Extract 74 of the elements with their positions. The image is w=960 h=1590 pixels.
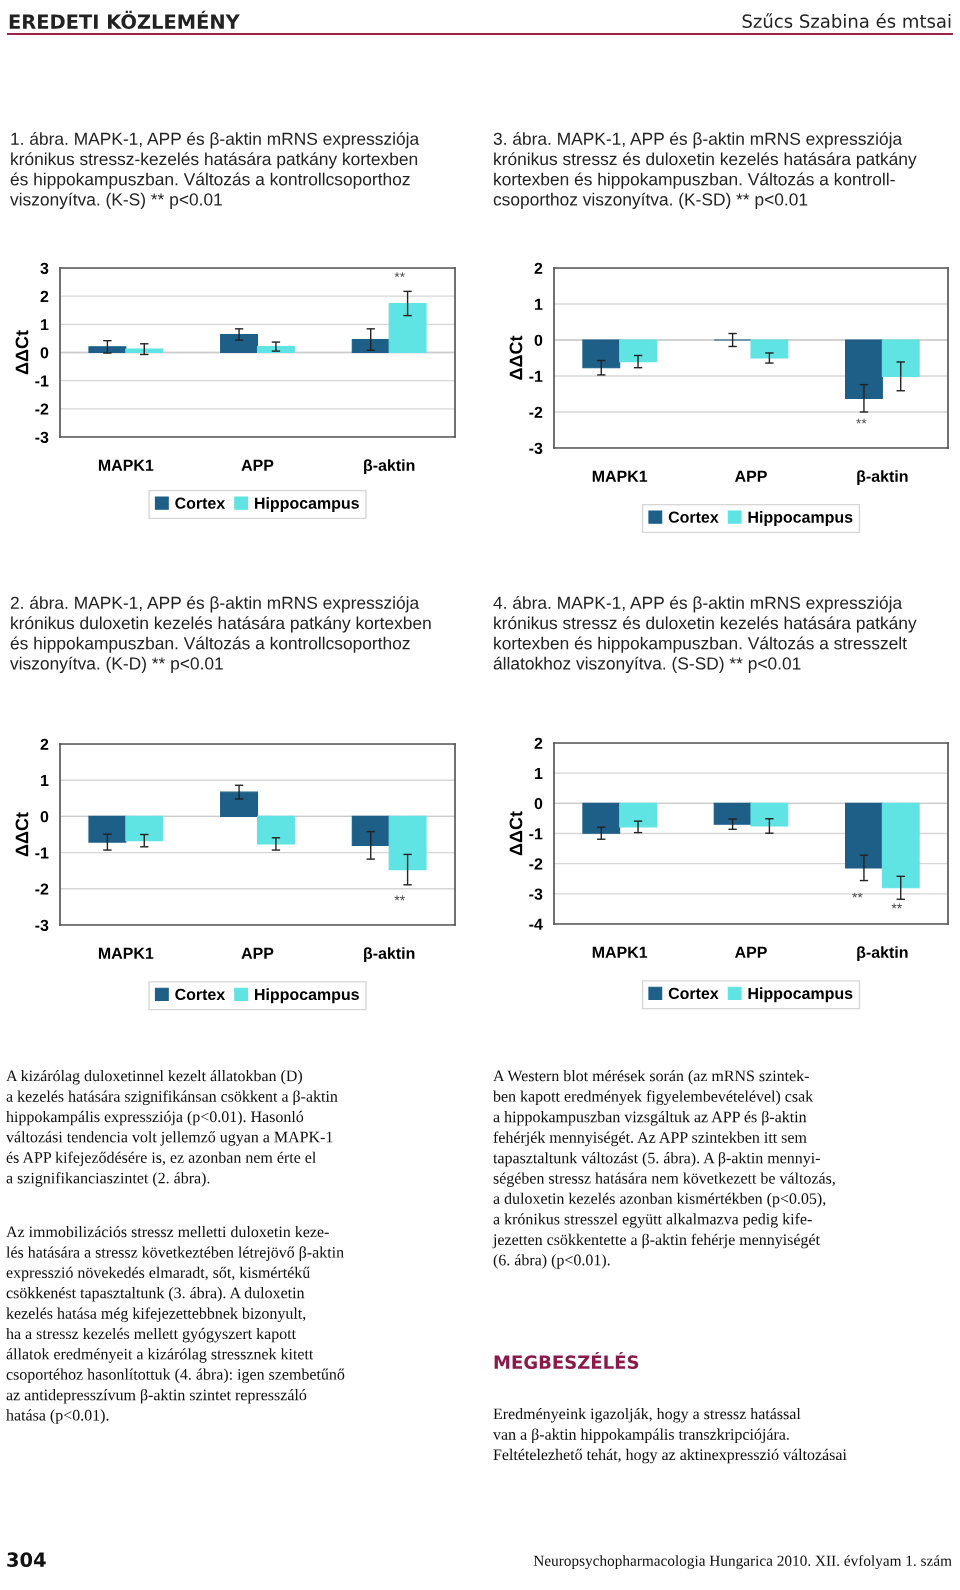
y-tick-label: 1 — [41, 319, 49, 331]
x-tick-label: APP — [734, 946, 767, 958]
y-axis-title: ΔΔCt — [15, 812, 29, 857]
text: A Western blot mérések során (az mRNS szintek- ben kapott eredmények figyelembevételével) csak a hippokampuszban vizsgáltuk az APP és β-aktin fehérjék mennyiségét. Az APP szintekben itt sem tapasztaltunk változást (5. ábra). A β-aktin mennyi- ségében stressz hatására nem következett be változás, a duloxetin kezelés azonban kismértékben (p<0.05), a krónikus stresszel együtt alkalmazva pedig kife- jezetten csökkentette a β-aktin fehérje mennyiségét (6. ábra) (p<0.01). — [492, 1070, 835, 1269]
x-tick-label: MAPK1 — [592, 470, 648, 482]
legend-label: Cortex — [668, 511, 719, 523]
y-tick-label: 0 — [534, 334, 543, 346]
annotation: ** — [891, 903, 902, 909]
x-tick-label: β-aktin — [364, 947, 415, 963]
y-axis-title: ΔΔCt — [509, 335, 523, 380]
y-tick-label: -3 — [529, 442, 543, 454]
bar — [256, 346, 295, 354]
y-tick-label: -3 — [529, 888, 543, 900]
bar — [220, 333, 259, 354]
y-tick-label: -1 — [529, 370, 543, 382]
y-tick-label: -1 — [529, 828, 543, 840]
x-tick-label: APP — [241, 947, 274, 959]
y-tick-label: -1 — [35, 375, 49, 387]
chart-title: 1. ábra. MAPK-1, APP és β-aktin mRNS expressziója krónikus stressz-kezelés hatására patkány kortexben és hippokampuszban. Változás a kontrollcsoporthoz viszonyítva. (K-S) ** p<0.01 — [10, 132, 420, 210]
legend-label: Hippocampus — [748, 511, 853, 526]
bar — [88, 346, 127, 354]
y-tick-label: 0 — [40, 347, 49, 359]
y-tick-label: -2 — [529, 406, 543, 418]
y-tick-label: -2 — [529, 858, 543, 870]
y-tick-label: 0 — [534, 797, 543, 810]
x-tick-label: β-aktin — [857, 470, 908, 486]
text: Eredményeink igazolják, hogy a stressz hatással van a β-aktin hippokampális transzkripciójára. Feltételezhető tehát, hogy az aktinexpresszió változásai — [493, 1408, 847, 1464]
y-tick-label: 1 — [535, 298, 543, 310]
legend-label: Cortex — [175, 497, 226, 509]
y-tick-label: 0 — [40, 811, 49, 823]
chart-title: 2. ábra. MAPK-1, APP és β-aktin mRNS expressziója krónikus duloxetin kezelés hatására patkány kortexben és hippokampuszban. Változás a kontrollcsoporthoz viszonyítva. (K-D) ** p<0.01 — [10, 596, 431, 674]
annotation: ** — [394, 895, 405, 901]
legend-label: Hippocampus — [255, 497, 359, 512]
x-tick-label: MAPK1 — [592, 946, 648, 958]
text: MEGBESZÉLÉS — [494, 1352, 639, 1369]
y-tick-label: 1 — [41, 775, 49, 786]
chart-title: 3. ábra. MAPK-1, APP és β-aktin mRNS expressziója krónikus stressz és duloxetin kezelés hatására patkány kortexben és hippokampuszban. Változás a kontroll- csoporthoz viszonyítva. (K-SD) ** p<0.01 — [493, 132, 917, 210]
bar — [351, 338, 390, 354]
legend-label: Cortex — [668, 987, 719, 1000]
text: Szűcs Szabina és mtsai — [742, 13, 951, 28]
y-tick-label: -2 — [35, 883, 49, 895]
y-tick-label: 1 — [535, 767, 543, 779]
x-tick-label: β-aktin — [364, 459, 415, 475]
legend-label: Hippocampus — [748, 987, 853, 1003]
x-tick-label: APP — [241, 459, 274, 471]
y-tick-label: -4 — [529, 918, 543, 930]
bar — [388, 302, 427, 354]
annotation: ** — [852, 892, 863, 898]
x-tick-label: APP — [734, 470, 767, 482]
bar — [125, 348, 164, 354]
y-tick-label: 2 — [534, 737, 543, 749]
text: EREDETI KÖZLEMÉNY — [9, 10, 240, 30]
x-tick-label: MAPK1 — [98, 459, 154, 471]
chart-title: 4. ábra. MAPK-1, APP és β-aktin mRNS expressziója krónikus stressz és duloxetin kezelés hatására patkány kortexben és hippokampuszban. Változás a stresszelt állatokhoz viszonyítva. (S-SD) ** p<0.01 — [493, 596, 917, 674]
legend-label: Cortex — [175, 988, 226, 1001]
y-tick-label: -3 — [35, 431, 49, 443]
y-tick-label: 2 — [534, 262, 543, 274]
x-tick-label: MAPK1 — [98, 947, 154, 959]
text: Az immobilizációs stressz melletti duloxetin keze- lés hatására a stressz következtében létrejövő β-aktin expresszió növekedés elmaradt, sőt, kismértékű csökkenést tapasztaltunk (3. ábra). A duloxetin kezelés hatása még kifejezettebbnek bizonyult, ha a stressz kezelés mellett gyógyszert kapott állatok eredményeit a kizárólag stressznek kitett csoportéhoz hasonlítottuk (4. ábra): igen szembetűnő az antidepresszívum β-aktin szintet represszáló hatása (p<0.01). — [6, 1225, 345, 1424]
y-tick-label: -1 — [35, 847, 49, 859]
y-axis-title: ΔΔCt — [509, 811, 523, 856]
y-tick-label: -2 — [35, 403, 49, 415]
annotation: ** — [856, 418, 867, 424]
text: 304 — [7, 1552, 46, 1568]
y-tick-label: 2 — [40, 290, 49, 302]
x-tick-label: β-aktin — [857, 946, 908, 962]
y-axis-title: ΔΔCt — [15, 330, 29, 375]
y-tick-label: 2 — [40, 738, 49, 750]
y-tick-label: 3 — [40, 262, 49, 274]
y-tick-label: -3 — [35, 919, 49, 931]
annotation: ** — [394, 272, 405, 278]
text: Neuropsychopharmacologia Hungarica 2010. XII. évfolyam 1. szám — [533, 1555, 952, 1570]
legend-label: Hippocampus — [255, 988, 359, 1004]
text: A kizárólag duloxetinnel kezelt állatokban (D) a kezelés hatására szignifikánsan csökkent a β-aktin hippokampális expressziója (p<0.01). Hasonló változási tendencia volt jellemző ugyan a MAPK-1 és APP kifejeződésére is, ez azonban nem érte el a szignifikanciaszintet (2. ábra). — [6, 1070, 338, 1187]
